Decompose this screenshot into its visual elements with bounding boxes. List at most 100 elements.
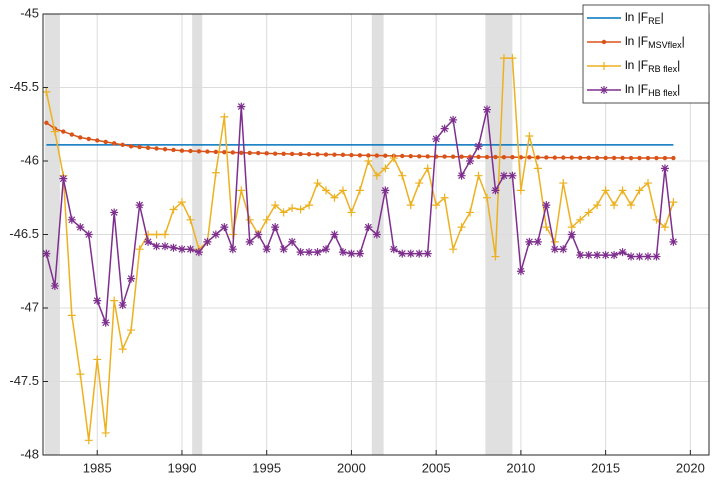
marker <box>576 215 585 224</box>
y-tick-label: -48 <box>20 446 39 461</box>
marker <box>264 151 269 156</box>
marker <box>408 153 413 159</box>
marker <box>203 237 212 246</box>
marker <box>671 155 676 161</box>
marker <box>637 155 642 161</box>
marker <box>349 152 354 158</box>
marker <box>338 186 347 195</box>
marker <box>145 145 151 150</box>
marker <box>154 146 159 151</box>
marker <box>423 164 432 173</box>
marker <box>110 208 119 217</box>
marker <box>271 201 280 210</box>
y-tick-label: -46 <box>20 152 39 167</box>
marker <box>643 179 652 188</box>
marker <box>618 248 627 257</box>
marker <box>237 102 246 111</box>
marker <box>518 155 524 160</box>
marker <box>262 215 271 224</box>
marker <box>78 135 83 140</box>
marker <box>499 54 508 63</box>
marker <box>271 223 280 232</box>
marker <box>567 223 576 232</box>
marker <box>535 155 541 160</box>
marker <box>662 155 668 161</box>
marker <box>440 124 449 133</box>
marker <box>423 249 432 258</box>
marker <box>323 152 329 157</box>
marker <box>559 245 568 254</box>
marker <box>84 436 93 445</box>
marker <box>652 215 661 224</box>
marker <box>162 147 168 152</box>
marker <box>618 186 627 195</box>
marker <box>135 201 144 210</box>
marker <box>42 249 51 258</box>
marker <box>347 208 356 217</box>
marker <box>262 245 271 254</box>
marker <box>550 245 559 254</box>
marker <box>406 249 415 258</box>
marker <box>594 155 600 160</box>
x-tick-label: 1995 <box>252 460 281 475</box>
marker <box>425 154 430 159</box>
marker <box>230 150 236 155</box>
marker <box>144 230 153 239</box>
marker <box>144 237 153 246</box>
marker <box>542 201 551 210</box>
marker <box>501 154 507 160</box>
marker <box>171 147 176 153</box>
y-tick-label: -47.5 <box>9 373 39 388</box>
legend-marker <box>600 62 608 70</box>
legend-label-end: | <box>677 58 680 72</box>
marker <box>457 223 466 232</box>
legend-label-main: ln |F <box>625 10 648 24</box>
marker <box>93 296 102 305</box>
marker <box>272 151 278 156</box>
marker <box>179 148 185 153</box>
x-tick-label: 2005 <box>422 460 451 475</box>
marker <box>322 245 331 254</box>
marker <box>442 154 447 159</box>
x-tick-label: 1990 <box>168 460 197 475</box>
x-tick-label: 2020 <box>676 460 705 475</box>
marker <box>601 186 610 195</box>
legend-label-main: ln |F <box>625 34 648 48</box>
marker <box>298 151 303 157</box>
marker <box>364 157 373 165</box>
marker <box>432 134 441 143</box>
marker <box>400 153 405 159</box>
x-tick-label: 2000 <box>337 460 366 475</box>
marker <box>76 223 85 232</box>
marker <box>205 149 210 154</box>
marker <box>466 157 475 165</box>
marker <box>389 245 398 254</box>
marker <box>381 186 390 195</box>
marker <box>584 251 593 260</box>
marker <box>499 171 508 180</box>
y-tick-label: -47 <box>20 299 39 314</box>
marker <box>610 201 619 210</box>
marker <box>593 201 602 210</box>
marker <box>296 248 305 257</box>
marker <box>652 252 661 261</box>
legend-label-sub: HB flex <box>648 88 678 98</box>
marker <box>322 186 331 195</box>
marker <box>330 193 339 202</box>
marker <box>527 155 532 160</box>
marker <box>95 138 100 143</box>
marker <box>177 198 186 207</box>
marker <box>383 153 388 158</box>
marker <box>103 139 108 145</box>
marker <box>67 311 76 320</box>
marker <box>61 129 66 134</box>
marker <box>603 155 608 161</box>
marker <box>237 186 246 195</box>
marker <box>111 141 117 146</box>
marker <box>449 115 458 124</box>
marker <box>533 164 542 173</box>
marker <box>222 149 227 155</box>
marker <box>586 155 591 160</box>
marker <box>340 152 346 158</box>
marker <box>372 230 381 239</box>
